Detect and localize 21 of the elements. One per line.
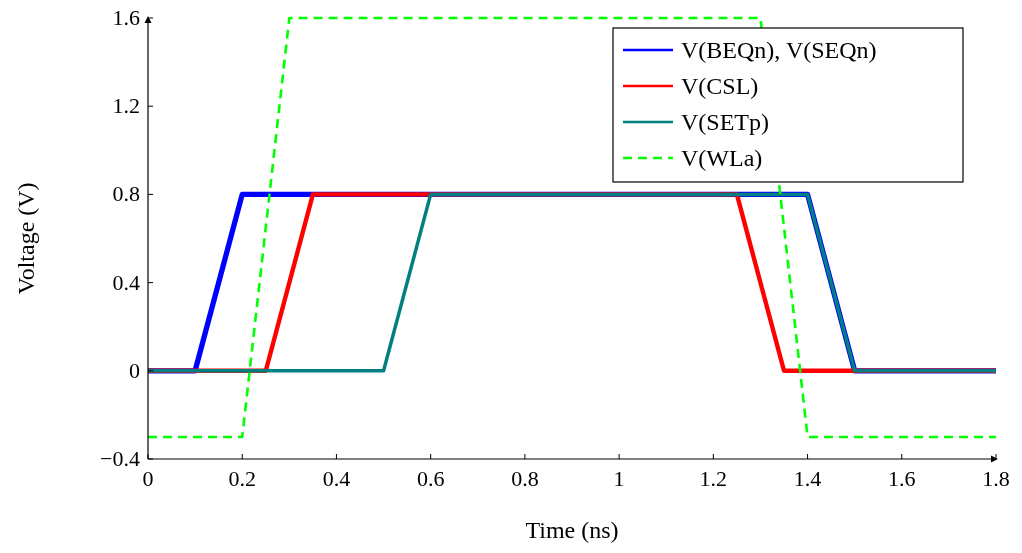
x-tick-label: 1.2 bbox=[699, 466, 728, 491]
legend-label: V(CSL) bbox=[681, 73, 759, 99]
x-tick-label: 0.6 bbox=[416, 466, 445, 491]
y-tick-label: 0.8 bbox=[112, 181, 140, 207]
y-tick-label: 0 bbox=[129, 357, 140, 383]
x-tick-label: 0.4 bbox=[322, 466, 351, 491]
x-tick-label: 1.4 bbox=[793, 466, 822, 491]
y-tick-label: −0.4 bbox=[100, 446, 140, 471]
x-tick-label: 0.2 bbox=[228, 466, 256, 491]
legend-label: V(BEQn), V(SEQn) bbox=[681, 37, 877, 63]
y-axis-title: Voltage (V) bbox=[13, 182, 39, 295]
x-tick-label: 1 bbox=[613, 466, 625, 491]
x-tick-label: 0.8 bbox=[511, 466, 539, 491]
x-axis-title: Time (ns) bbox=[525, 517, 619, 543]
y-tick-label: 1.6 bbox=[112, 5, 140, 30]
x-tick-label: 1.8 bbox=[982, 466, 1010, 491]
y-tick-label: 1.2 bbox=[112, 93, 140, 119]
legend-label: V(SETp) bbox=[681, 109, 769, 135]
y-tick-label: 0.4 bbox=[112, 269, 140, 295]
x-tick-label: 1.6 bbox=[888, 466, 916, 491]
legend-label: V(WLa) bbox=[681, 145, 763, 171]
